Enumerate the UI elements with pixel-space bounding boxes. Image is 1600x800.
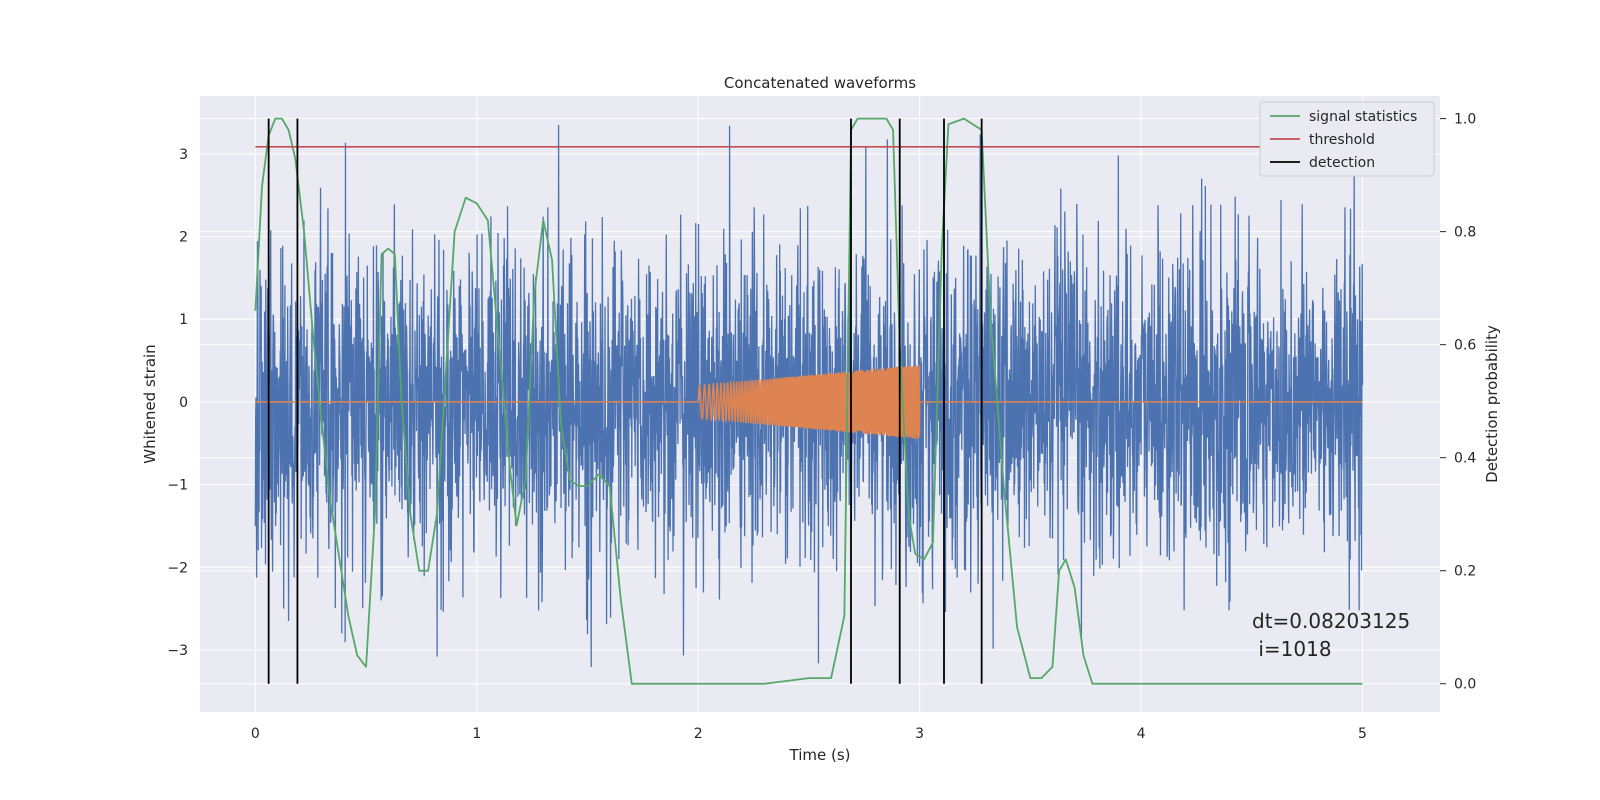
legend-box (1259, 101, 1435, 177)
y-axis-label: Whitened strain (141, 344, 159, 463)
y2-tick-label: 0.2 (1454, 564, 1476, 580)
legend-label-signal-statistics: signal statistics (1309, 109, 1417, 125)
y2-tick-label: 0.0 (1454, 677, 1476, 693)
x-axis-label: Time (s) (789, 746, 851, 764)
y2-tick-label: 1.0 (1454, 112, 1476, 128)
y-tick-label: 2 (179, 230, 188, 246)
y2-tick-label: 0.4 (1454, 451, 1476, 467)
series-noise-line (254, 124, 1364, 668)
x-tick-label: 3 (915, 726, 924, 742)
x-tick-label: 2 (694, 726, 703, 742)
legend-label-detection: detection (1309, 155, 1375, 171)
chart-title: Concatenated waveforms (724, 74, 916, 92)
series-layer (254, 117, 1364, 685)
y-tick-label: 1 (179, 312, 188, 328)
legend-label-threshold: threshold (1309, 132, 1375, 148)
annotation-dt: dt=0.08203125 (1252, 609, 1410, 633)
series-chirp-line (255, 364, 1363, 439)
y2-axis-label: Detection probability (1483, 325, 1501, 483)
series-signal-statistics-line (254, 117, 1363, 685)
y2-tick-label: 0.8 (1454, 225, 1476, 241)
x-tick-label: 1 (472, 726, 481, 742)
y-tick-label: 3 (179, 147, 188, 163)
y-tick-label: −3 (167, 643, 188, 659)
x-tick-label: 5 (1358, 726, 1367, 742)
y-tick-label: −2 (167, 560, 188, 576)
legend: signal statistics threshold detection (1259, 101, 1435, 177)
x-tick-label: 0 (251, 726, 260, 742)
y-tick-label: 0 (179, 395, 188, 411)
annotation-i: i=1018 (1252, 637, 1332, 661)
y-tick-label: −1 (167, 478, 188, 494)
y2-tick-label: 0.6 (1454, 338, 1476, 354)
ticks: 0 1 2 3 4 5 −3 −2 −1 0 1 2 3 0.0 0.2 0.4 0.6 0.8 1.0 (167, 112, 1476, 742)
x-tick-label: 4 (1137, 726, 1146, 742)
